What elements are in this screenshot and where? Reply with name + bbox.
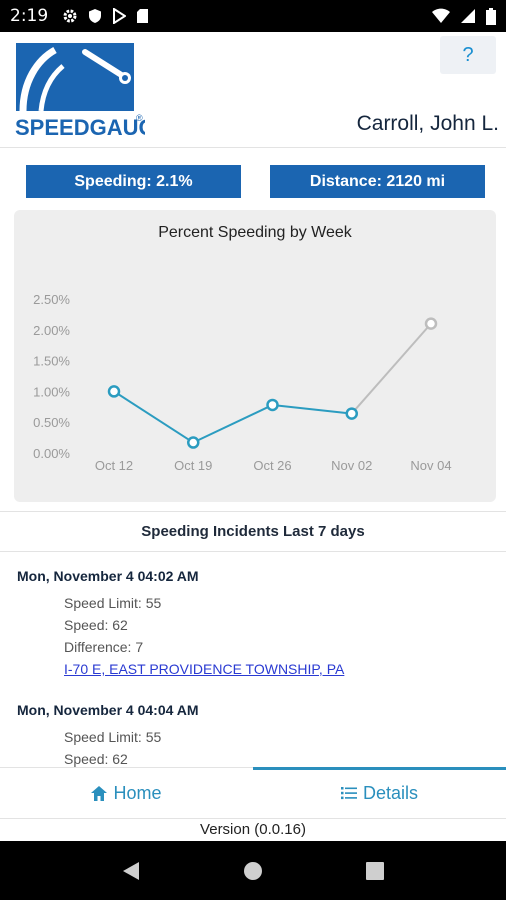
incident-speed-limit: Speed Limit: 55 <box>64 729 162 745</box>
series-line-segment <box>113 390 194 444</box>
recents-icon[interactable] <box>366 861 385 880</box>
series-line-segment <box>192 404 273 444</box>
data-point <box>266 398 279 412</box>
series-line-segment-pending <box>350 322 432 415</box>
tab-home-label: Home <box>113 782 162 803</box>
speeding-stat[interactable]: Speeding: 2.1% <box>26 165 241 198</box>
back-icon[interactable] <box>122 861 140 881</box>
data-point-pending <box>424 317 438 330</box>
play-store-icon <box>113 8 127 24</box>
incident-location-link[interactable]: I-70 E, EAST PROVIDENCE TOWNSHIP, PA <box>64 661 345 677</box>
x-tick-label: Oct 26 <box>253 458 291 473</box>
x-tick-label: Oct 19 <box>174 458 212 473</box>
driver-name: Carroll, John L. <box>356 112 499 135</box>
y-tick-label: 1.50% <box>33 354 70 369</box>
svg-text:SPEEDGAUGE: SPEEDGAUGE <box>15 115 145 140</box>
x-tick-label: Oct 12 <box>95 458 133 473</box>
data-point <box>187 436 200 449</box>
speeding-chart-card: Percent Speeding by Week 2.50% 2.00% 1.50%… <box>14 210 496 502</box>
tab-home[interactable]: Home <box>0 768 253 818</box>
distance-stat[interactable]: Distance: 2120 mi <box>270 165 485 198</box>
incidents-list[interactable]: Mon, November 4 04:02 AM Speed Limit: 55… <box>0 552 506 767</box>
x-tick-label: Nov 02 <box>331 458 372 473</box>
status-bar: 2:19 <box>0 0 506 32</box>
y-tick-label: 1.00% <box>33 384 70 399</box>
status-time: 2:19 <box>10 6 49 26</box>
incident-time: Mon, November 4 04:04 AM <box>17 702 199 718</box>
data-point <box>107 385 121 398</box>
shield-icon <box>89 9 102 23</box>
tab-details[interactable]: Details <box>253 767 506 818</box>
wifi-icon <box>432 8 450 23</box>
incident-speed: Speed: 62 <box>64 751 128 767</box>
incidents-title: Speeding Incidents Last 7 days <box>0 511 506 552</box>
incident-time: Mon, November 4 04:02 AM <box>17 568 199 584</box>
incident-item: Mon, November 4 04:02 AM Speed Limit: 55… <box>0 568 506 680</box>
incident-speed: Speed: 62 <box>64 617 128 633</box>
gear-icon <box>63 9 77 23</box>
y-tick-label: 0.00% <box>33 446 70 461</box>
speeding-chart: 2.50% 2.00% 1.50% 1.00% 0.50% 0.00% Oct 12 Oct … <box>33 292 451 473</box>
app-header: SPEEDGAUGE ® ? Carroll, John L. <box>0 32 506 148</box>
signal-icon <box>461 9 475 23</box>
y-tick-label: 0.50% <box>33 415 70 430</box>
incident-speed-limit: Speed Limit: 55 <box>64 595 162 611</box>
home-circle-icon[interactable] <box>243 861 263 881</box>
y-tick-label: 2.50% <box>33 292 70 307</box>
version-label: Version (0.0.16) <box>0 818 506 841</box>
data-point <box>345 407 358 420</box>
help-button[interactable]: ? <box>440 36 496 74</box>
list-icon <box>340 787 357 800</box>
incident-item: Mon, November 4 04:04 AM Speed Limit: 55… <box>0 702 506 767</box>
svg-text:®: ® <box>136 113 143 123</box>
battery-icon <box>486 7 496 25</box>
speedgauge-logo: SPEEDGAUGE ® <box>15 42 170 145</box>
help-label: ? <box>462 43 474 66</box>
x-tick-label: Nov 04 <box>410 458 451 473</box>
y-tick-label: 2.00% <box>33 323 70 338</box>
chart-title: Percent Speeding by Week <box>158 224 352 241</box>
sd-card-icon <box>137 9 149 23</box>
bottom-tab-bar: Home Details <box>0 767 506 818</box>
incident-difference: Difference: 7 <box>64 639 144 655</box>
series-line-segment <box>272 403 352 415</box>
system-nav-bar <box>0 841 506 900</box>
tab-details-label: Details <box>362 782 419 803</box>
home-icon <box>91 785 108 801</box>
